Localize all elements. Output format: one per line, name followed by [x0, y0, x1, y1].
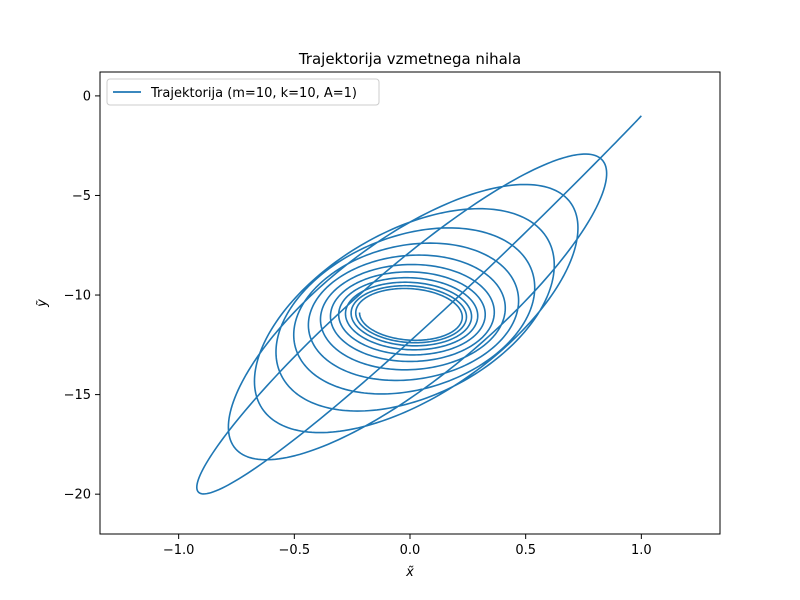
x-axis-ticks: −1.0 −0.5 0.0 0.5 1.0 — [163, 534, 652, 558]
legend-box — [106, 78, 380, 106]
chart-title: Trajektorija vzmetnega nihala — [298, 50, 521, 68]
plot-frame — [99, 71, 721, 535]
y-tick-label: −20 — [64, 488, 91, 503]
y-tick-label: −15 — [64, 388, 91, 403]
y-axis-label: ỹ — [35, 299, 50, 308]
x-tick-label: 1.0 — [631, 543, 652, 558]
x-tick-label: −0.5 — [279, 543, 311, 558]
x-tick-label: −1.0 — [163, 543, 195, 558]
legend-label: Trajektorija (m=10, k=10, A=1) — [150, 86, 357, 101]
x-axis-label: x̃ — [405, 565, 414, 580]
y-tick-label: 0 — [83, 89, 91, 104]
legend: Trajektorija (m=10, k=10, A=1) — [106, 78, 380, 106]
trajectory-line — [196, 115, 642, 495]
x-tick-label: 0.0 — [400, 543, 421, 558]
y-tick-label: −10 — [64, 289, 91, 304]
x-tick-label: 0.5 — [515, 543, 536, 558]
y-tick-label: −5 — [72, 189, 91, 204]
y-axis-ticks: 0 −5 −10 −15 −20 — [64, 89, 100, 503]
